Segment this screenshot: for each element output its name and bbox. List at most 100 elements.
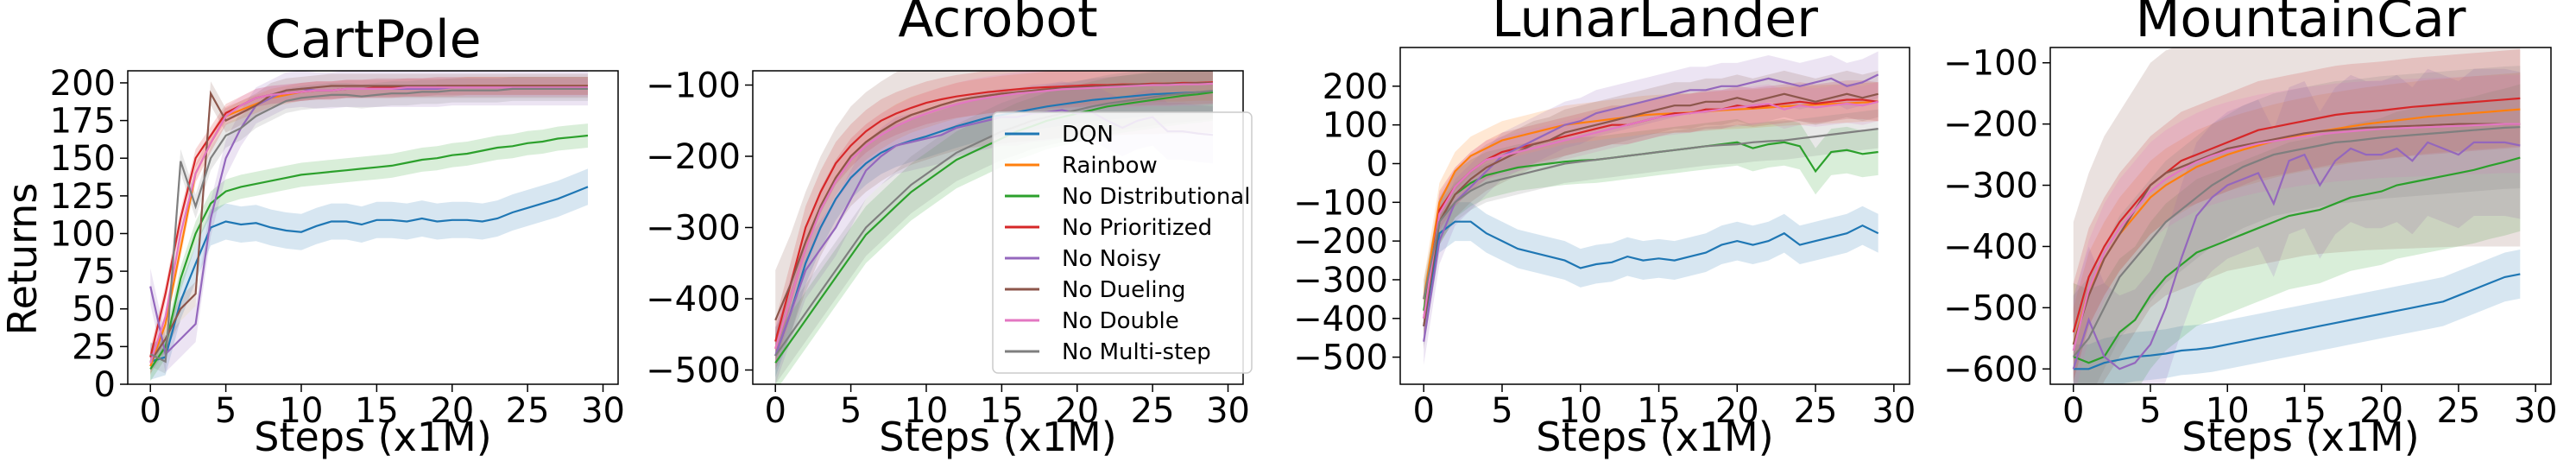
band-no-noisy bbox=[150, 71, 588, 372]
legend: DQN Rainbow No Distributional No Prioritize… bbox=[992, 111, 1253, 374]
y-tick-label: 200 bbox=[50, 64, 116, 104]
legend-label-no-noisy: No Noisy bbox=[1062, 246, 1161, 272]
x-tick-label: 25 bbox=[1131, 391, 1175, 431]
y-tick-label: −500 bbox=[1293, 338, 1388, 378]
band-no-distributional bbox=[150, 123, 588, 382]
x-axis-title: Steps (x1M) bbox=[1536, 414, 1773, 460]
plot-frame bbox=[2049, 47, 2552, 385]
x-tick-label: 0 bbox=[2062, 391, 2084, 431]
x-tick-label: 15 bbox=[980, 391, 1024, 431]
y-tick-label: 75 bbox=[72, 252, 116, 292]
band-no-multi-step bbox=[1424, 109, 1878, 319]
series-line-no-dueling bbox=[774, 81, 1213, 321]
y-tick-label: 100 bbox=[1323, 106, 1388, 146]
y-tick-label: 50 bbox=[72, 290, 116, 330]
band-no-multi-step bbox=[2073, 66, 2521, 384]
band-no-dueling bbox=[1424, 70, 1878, 350]
x-tick-label: 0 bbox=[139, 391, 161, 431]
band-no-prioritized bbox=[2073, 49, 2521, 382]
x-tick-label: 30 bbox=[2514, 391, 2558, 431]
series-line-no-multi-step bbox=[149, 87, 588, 364]
series-line-no-multi-step bbox=[1423, 128, 1878, 300]
y-tick-label: −300 bbox=[1293, 261, 1388, 300]
panel-acrobot: 0 5 10 15 20 25 30 −500 −400 −300 −200 −100 Acrobot S… bbox=[646, 0, 1253, 460]
series-line-no-double bbox=[774, 82, 1214, 350]
y-axis-title: Returns bbox=[0, 183, 46, 336]
panel-title: LunarLander bbox=[1492, 0, 1818, 49]
y-tick-label: 25 bbox=[72, 327, 116, 367]
series-line-dqn bbox=[1423, 220, 1879, 326]
y-tick-label: 0 bbox=[94, 365, 116, 405]
panels: 0 5 10 15 20 25 300255075100125150175200CartPo… bbox=[50, 0, 2558, 460]
legend-label-no-double: No Double bbox=[1062, 308, 1179, 334]
band-no-noisy bbox=[775, 81, 1213, 384]
y-tick-label: 0 bbox=[1367, 144, 1388, 184]
y-tick-label: 150 bbox=[50, 139, 116, 179]
band-dqn bbox=[1424, 202, 1878, 346]
series-line-no-double bbox=[2072, 123, 2521, 351]
series-line-no-noisy bbox=[1423, 73, 1879, 342]
panel-title: CartPole bbox=[264, 9, 481, 70]
y-tick-label: −100 bbox=[1943, 44, 2038, 84]
series-line-no-dueling bbox=[2072, 123, 2521, 345]
series-line-no-distributional bbox=[2073, 156, 2521, 364]
y-tick-label: 100 bbox=[50, 214, 116, 254]
x-tick-label: 20 bbox=[430, 391, 474, 431]
series-line-no-double bbox=[149, 86, 588, 364]
x-tick-label: 5 bbox=[2139, 391, 2161, 431]
x-tick-label: 25 bbox=[1794, 391, 1838, 431]
x-tick-label: 25 bbox=[2436, 391, 2480, 431]
plot-area bbox=[2072, 47, 2521, 384]
y-tick-label: −200 bbox=[1293, 222, 1388, 262]
series-line-no-double bbox=[1423, 100, 1878, 319]
legend-box bbox=[992, 111, 1253, 374]
series-line-rainbow bbox=[2072, 108, 2521, 345]
x-tick-label: 0 bbox=[1413, 391, 1435, 431]
x-tick-label: 20 bbox=[1055, 391, 1099, 431]
panel-lunarlander: 0 5 10 15 20 25 30−500−400−300−200−1000100200L… bbox=[1293, 0, 1916, 460]
y-tick-label: −400 bbox=[646, 280, 741, 319]
x-axis-title: Steps (x1M) bbox=[2181, 414, 2419, 460]
band-no-prioritized bbox=[1424, 80, 1878, 338]
x-tick-label: 5 bbox=[215, 391, 237, 431]
y-tick-label: −400 bbox=[1293, 300, 1388, 339]
y-tick-label: −200 bbox=[1943, 105, 2038, 145]
plot-frame bbox=[1399, 47, 1910, 385]
series-line-dqn bbox=[2073, 273, 2521, 370]
y-tick-label: −500 bbox=[646, 351, 741, 391]
legend-label-rainbow: Rainbow bbox=[1062, 153, 1158, 179]
x-tick-label: 5 bbox=[840, 391, 862, 431]
band-no-double bbox=[1424, 82, 1878, 338]
y-tick-label: −300 bbox=[1943, 167, 2038, 206]
x-tick-label: 10 bbox=[280, 391, 324, 431]
y-tick-label: −100 bbox=[1293, 183, 1388, 223]
series-line-no-distributional bbox=[149, 134, 589, 370]
band-no-noisy bbox=[1424, 51, 1878, 365]
x-axis-title: Steps (x1M) bbox=[254, 414, 491, 460]
x-tick-label: 15 bbox=[2282, 391, 2327, 431]
y-tick-label: 175 bbox=[50, 102, 116, 142]
band-rainbow bbox=[1424, 82, 1878, 319]
x-tick-label: 20 bbox=[1715, 391, 1759, 431]
band-no-double bbox=[775, 71, 1213, 370]
series-line-no-noisy bbox=[2072, 141, 2521, 370]
legend-label-no-multi-step: No Multi-step bbox=[1062, 339, 1211, 365]
plot-area bbox=[149, 71, 589, 382]
y-tick-label: 125 bbox=[50, 177, 116, 217]
legend-label-no-dueling: No Dueling bbox=[1062, 277, 1186, 303]
band-dqn bbox=[775, 71, 1213, 377]
x-axis-title: Steps (x1M) bbox=[879, 414, 1116, 460]
legend-label-no-prioritized: No Prioritized bbox=[1062, 215, 1212, 241]
x-tick-label: 10 bbox=[2206, 391, 2250, 431]
band-rainbow bbox=[2073, 73, 2521, 382]
series-line-dqn bbox=[149, 186, 589, 363]
x-tick-label: 0 bbox=[764, 391, 786, 431]
plot-area bbox=[1423, 51, 1879, 365]
band-no-distributional bbox=[1424, 118, 1878, 334]
x-tick-label: 15 bbox=[355, 391, 399, 431]
x-tick-label: 30 bbox=[1206, 391, 1250, 431]
y-tick-label: −500 bbox=[1943, 288, 2038, 328]
band-rainbow bbox=[775, 71, 1213, 367]
band-no-dueling bbox=[2073, 47, 2521, 384]
